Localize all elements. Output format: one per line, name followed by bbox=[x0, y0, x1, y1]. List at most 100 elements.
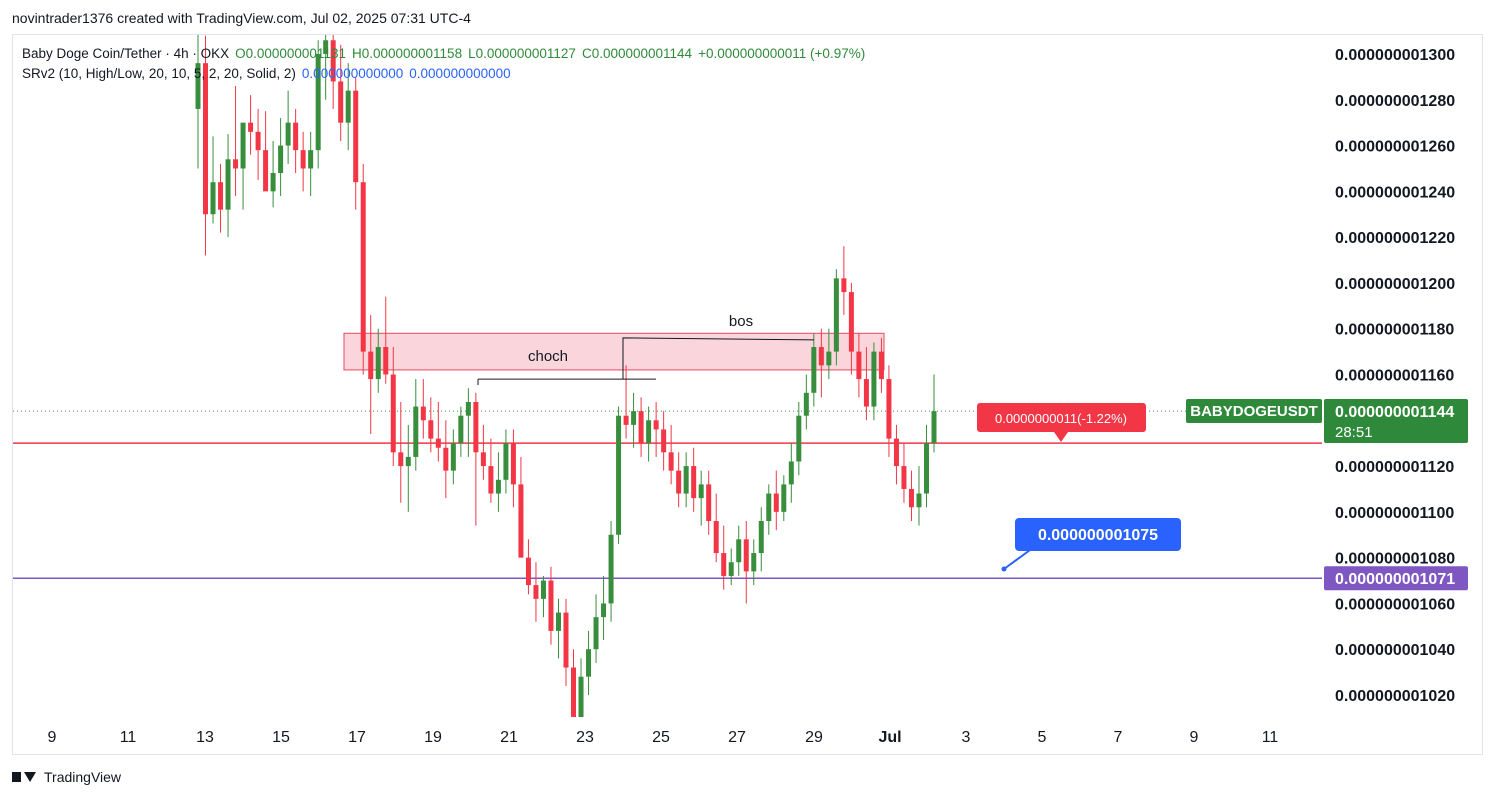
candle-body bbox=[368, 351, 374, 380]
candle-body bbox=[398, 452, 404, 467]
candle-body bbox=[383, 347, 389, 375]
callout-anchor-dot bbox=[1001, 566, 1007, 572]
candle-body bbox=[683, 466, 689, 494]
candle-body bbox=[510, 443, 516, 485]
candle-body bbox=[856, 351, 862, 380]
bos-label: bos bbox=[729, 313, 753, 330]
y-tick-label: 0.000000001180 bbox=[1335, 322, 1454, 339]
x-tick-label: 25 bbox=[652, 729, 670, 746]
y-tick-label: 0.000000001260 bbox=[1335, 139, 1455, 156]
candle-body bbox=[728, 562, 734, 576]
candle-body bbox=[540, 580, 546, 599]
callout-box bbox=[1015, 518, 1181, 551]
candle-body bbox=[901, 466, 907, 489]
candle-body bbox=[308, 150, 314, 169]
candle-body bbox=[278, 145, 284, 174]
x-tick-label: 3 bbox=[962, 729, 971, 746]
x-tick-label: 5 bbox=[1038, 729, 1047, 746]
candle-body bbox=[360, 182, 366, 352]
candle-body bbox=[233, 159, 239, 169]
chart-frame bbox=[12, 34, 1483, 755]
candle-body bbox=[285, 122, 291, 146]
x-tick-label: 19 bbox=[424, 729, 442, 746]
y-tick-label: 0.000000001040 bbox=[1335, 642, 1455, 659]
candle-body bbox=[240, 122, 246, 169]
x-tick-label: 21 bbox=[500, 729, 518, 746]
candle-body bbox=[518, 484, 524, 558]
candle-body bbox=[893, 438, 899, 467]
candle-body bbox=[803, 392, 809, 416]
x-tick-label: 17 bbox=[348, 729, 366, 746]
candle-body bbox=[878, 351, 884, 380]
candle-body bbox=[623, 415, 629, 425]
candle-body bbox=[863, 379, 869, 407]
candle-body bbox=[593, 617, 599, 650]
legend-close: C0.000000001144 bbox=[581, 46, 693, 61]
candle-body bbox=[390, 374, 396, 453]
chart-legend: Baby Doge Coin/Tether · 4h · OKX O0.00000… bbox=[22, 44, 871, 84]
bos-line bbox=[622, 337, 815, 380]
candle-body bbox=[706, 484, 712, 522]
tradingview-footer[interactable]: TradingView bbox=[12, 769, 121, 785]
candle-body bbox=[586, 649, 592, 677]
y-tick-label: 0.000000001060 bbox=[1335, 596, 1455, 613]
candle-body bbox=[293, 122, 299, 151]
y-tick-label: 0.000000001240 bbox=[1335, 184, 1455, 201]
x-tick-label: Jul bbox=[878, 729, 901, 746]
candle-body bbox=[841, 278, 847, 293]
choch-label: choch bbox=[528, 348, 568, 365]
callout-label: 0.000000001075 bbox=[1038, 527, 1158, 544]
x-tick-label: 9 bbox=[1190, 729, 1199, 746]
candle-body bbox=[691, 466, 697, 499]
footer-brand: TradingView bbox=[44, 769, 122, 785]
candle-body bbox=[646, 420, 652, 444]
supply-zone bbox=[343, 332, 885, 371]
support-price-tag-text: 0.000000001071 bbox=[1335, 571, 1455, 588]
candle-body bbox=[923, 443, 929, 494]
candle-body bbox=[788, 461, 794, 485]
y-tick-label: 0.000000001120 bbox=[1335, 459, 1454, 476]
legend-high: H0.000000001158 bbox=[351, 46, 463, 61]
candle-body bbox=[826, 351, 832, 366]
candle-body bbox=[811, 347, 817, 393]
candle-body bbox=[495, 479, 501, 494]
candle-body bbox=[871, 351, 877, 407]
candle-body bbox=[330, 40, 336, 82]
candle-body bbox=[300, 150, 306, 169]
author-line: novintrader1376 created with TradingView… bbox=[12, 10, 471, 26]
indicator-value-2: 0.000000000000 bbox=[409, 66, 511, 81]
candle-body bbox=[458, 415, 464, 444]
candle-body bbox=[848, 292, 854, 352]
y-tick-label: 0.000000001220 bbox=[1335, 230, 1455, 247]
y-tick-label: 0.000000001200 bbox=[1335, 276, 1455, 293]
candle-body bbox=[601, 603, 607, 618]
candle-body bbox=[751, 553, 757, 572]
candle-body bbox=[465, 401, 471, 416]
candle-body bbox=[721, 553, 727, 576]
y-tick-label: 0.000000001080 bbox=[1335, 551, 1455, 568]
y-tick-label: 0.000000001280 bbox=[1335, 93, 1455, 110]
legend-symbol: Baby Doge Coin/Tether · 4h · OKX bbox=[22, 46, 230, 61]
legend-change: +0.000000000011 (+0.97%) bbox=[698, 46, 866, 61]
candle-body bbox=[353, 90, 359, 183]
legend-low: L0.000000001127 bbox=[468, 46, 576, 61]
candle-body bbox=[338, 81, 344, 123]
candle-body bbox=[428, 420, 434, 439]
candle-body bbox=[225, 159, 231, 210]
candle-body bbox=[405, 456, 411, 467]
candle-body bbox=[563, 612, 569, 668]
candle-body bbox=[450, 443, 456, 471]
candles-group bbox=[195, 35, 937, 717]
candle-body bbox=[653, 420, 659, 430]
candle-body bbox=[668, 452, 674, 471]
candle-body bbox=[758, 521, 764, 554]
indicator-name: SRv2 (10, High/Low, 20, 10, 5, 2, 20, So… bbox=[22, 66, 296, 81]
candle-body bbox=[931, 411, 937, 444]
y-tick-label: 0.000000001100 bbox=[1335, 505, 1454, 522]
candle-body bbox=[661, 429, 667, 453]
candle-body bbox=[480, 452, 486, 467]
candle-body bbox=[413, 406, 419, 457]
measure-label-pointer bbox=[1054, 432, 1068, 442]
candle-body bbox=[616, 415, 622, 535]
